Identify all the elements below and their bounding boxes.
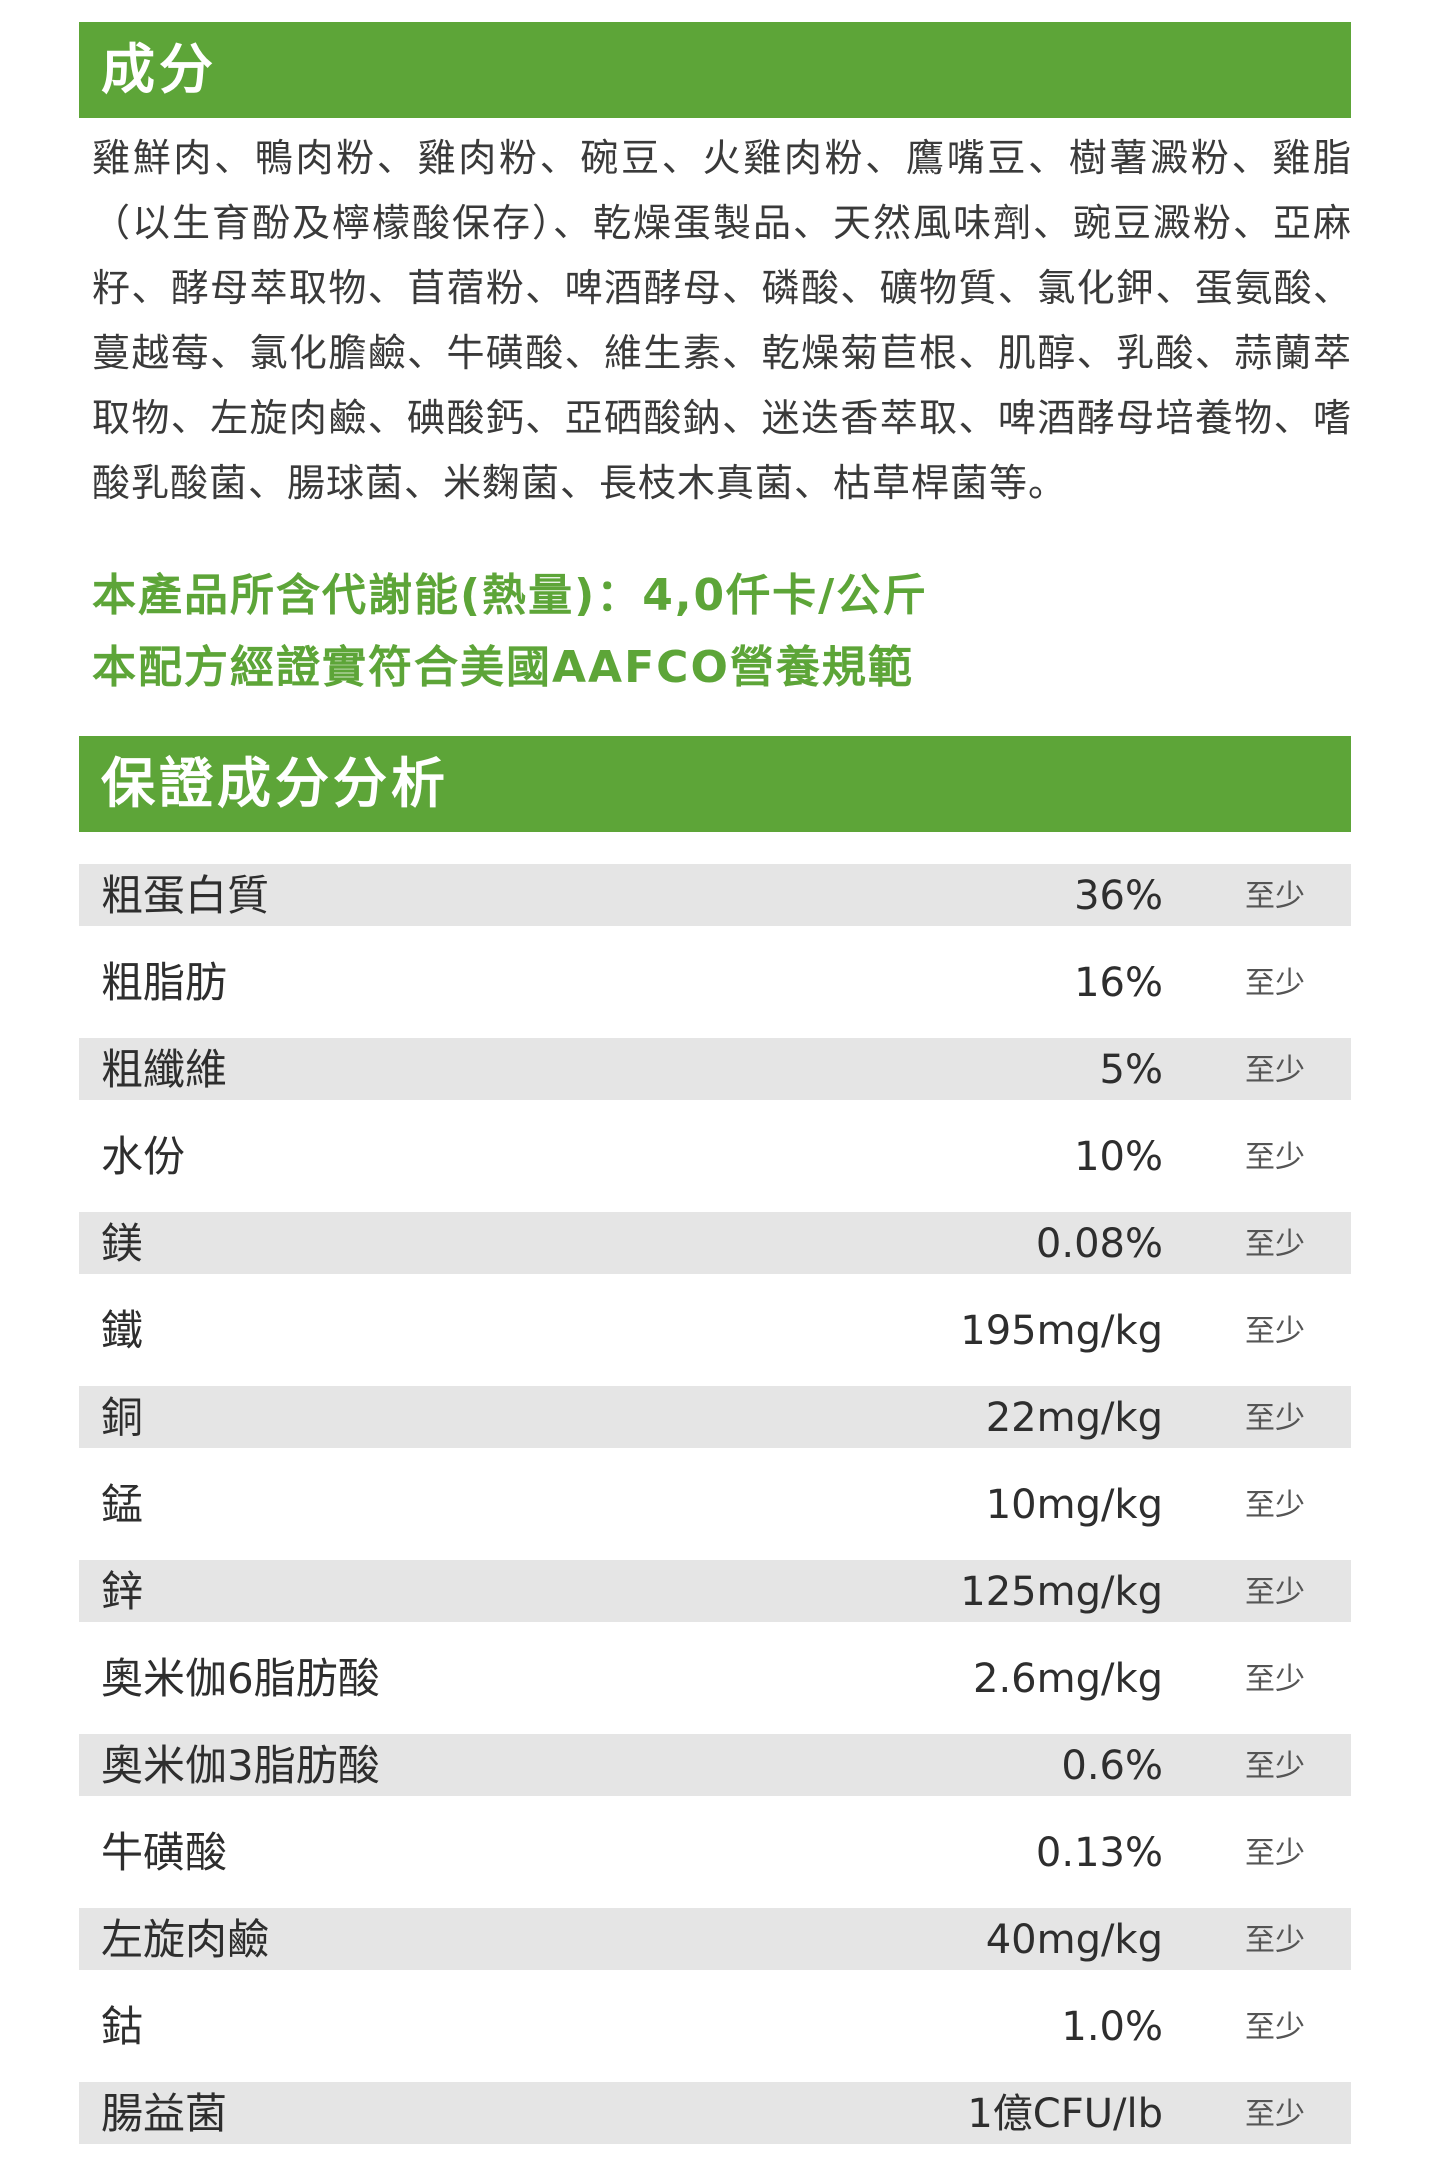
nutrient-name: 鋅 (101, 1567, 144, 1616)
nutrient-qualifier: 至少 (1245, 1140, 1305, 1175)
row-background (79, 1212, 1351, 1274)
nutrient-value: 40mg/kg (985, 1917, 1163, 1963)
table-row: 牛磺酸 0.13% 至少 (79, 1821, 1351, 1908)
nutrient-name: 粗蛋白質 (101, 871, 270, 920)
nutrient-name: 奧米伽3脂肪酸 (101, 1741, 380, 1790)
nutrient-qualifier: 至少 (1245, 879, 1305, 914)
nutrient-qualifier: 至少 (1245, 1923, 1305, 1958)
nutrient-qualifier: 至少 (1245, 2097, 1305, 2132)
table-row: 鈷 1.0% 至少 (79, 1995, 1351, 2082)
aafco-statement: 本配方經證實符合美國AAFCO營養規範 (92, 642, 914, 693)
nutrient-name: 鎂 (101, 1219, 144, 1268)
nutrient-name: 奧米伽6脂肪酸 (101, 1654, 380, 1703)
table-row: 鋅 125mg/kg 至少 (79, 1560, 1351, 1647)
table-row: 粗脂肪 16% 至少 (79, 951, 1351, 1038)
nutrient-value: 125mg/kg (960, 1569, 1163, 1615)
nutrient-qualifier: 至少 (1245, 1575, 1305, 1610)
nutrient-name: 粗纖維 (101, 1045, 228, 1094)
table-row: 粗纖維 5% 至少 (79, 1038, 1351, 1125)
nutrient-name: 粗脂肪 (101, 958, 228, 1007)
nutrient-qualifier: 至少 (1245, 1227, 1305, 1262)
table-row: 銅 22mg/kg 至少 (79, 1386, 1351, 1473)
table-row: 腸益菌 1億CFU/lb 至少 (79, 2082, 1351, 2169)
nutrient-value: 1.0% (1061, 2004, 1163, 2050)
table-row: 鎂 0.08% 至少 (79, 1212, 1351, 1299)
nutrient-value: 0.6% (1061, 1743, 1163, 1789)
nutrient-value: 0.08% (1035, 1221, 1163, 1267)
nutrient-qualifier: 至少 (1245, 1749, 1305, 1784)
nutrient-qualifier: 至少 (1245, 1836, 1305, 1871)
nutrient-name: 腸益菌 (101, 2089, 228, 2138)
nutrient-name: 牛磺酸 (101, 1828, 228, 1877)
ingredients-list-text: 雞鮮肉、鴨肉粉、雞肉粉、碗豆、火雞肉粉、鷹嘴豆、樹薯澱粉、雞脂（以生育酚及檸檬酸… (92, 136, 1352, 505)
table-row: 錳 10mg/kg 至少 (79, 1473, 1351, 1560)
nutrient-qualifier: 至少 (1245, 1314, 1305, 1349)
nutrient-qualifier: 至少 (1245, 1053, 1305, 1088)
nutrient-value: 0.13% (1035, 1830, 1163, 1876)
nutrient-value: 5% (1099, 1047, 1163, 1093)
nutrient-name: 鐵 (101, 1306, 144, 1355)
row-background (79, 1734, 1351, 1796)
row-background (79, 2082, 1351, 2144)
nutrient-name: 左旋肉鹼 (101, 1915, 270, 1964)
nutrient-value: 2.6mg/kg (973, 1656, 1163, 1702)
guaranteed-analysis-table: 粗蛋白質 36% 至少 粗脂肪 16% 至少 粗纖維 5% 至少 水份 10% 至少鎂 0.08% 至少鐵… (79, 864, 1351, 2169)
nutrient-name: 銅 (101, 1393, 144, 1442)
energy-statement: 本產品所含代謝能(熱量)：4,0仟卡/公斤 (92, 570, 929, 621)
row-background (79, 864, 1351, 926)
row-background (79, 1560, 1351, 1622)
nutrient-qualifier: 至少 (1245, 966, 1305, 1001)
nutrient-name: 水份 (101, 1132, 186, 1181)
nutrient-name: 鈷 (101, 2002, 144, 2051)
nutrient-value: 1億CFU/lb (967, 2091, 1163, 2137)
nutrient-value: 22mg/kg (985, 1395, 1163, 1441)
nutrient-value: 16% (1074, 960, 1163, 1006)
nutrient-qualifier: 至少 (1245, 1488, 1305, 1523)
nutrient-qualifier: 至少 (1245, 2010, 1305, 2045)
table-row: 左旋肉鹼 40mg/kg 至少 (79, 1908, 1351, 1995)
nutrient-name: 錳 (101, 1480, 144, 1529)
nutrient-value: 10mg/kg (985, 1482, 1163, 1528)
nutrient-value: 36% (1074, 873, 1163, 919)
nutrient-qualifier: 至少 (1245, 1401, 1305, 1436)
row-background (79, 1908, 1351, 1970)
row-background (79, 1386, 1351, 1448)
table-row: 奧米伽3脂肪酸 0.6% 至少 (79, 1734, 1351, 1821)
guaranteed-analysis-header: 保證成分分析 (79, 736, 1351, 832)
ingredients-header: 成分 (79, 22, 1351, 118)
table-row: 粗蛋白質 36% 至少 (79, 864, 1351, 951)
nutrient-value: 10% (1074, 1134, 1163, 1180)
nutrient-qualifier: 至少 (1245, 1662, 1305, 1697)
row-background (79, 1038, 1351, 1100)
table-row: 水份 10% 至少 (79, 1125, 1351, 1212)
highlight-block: 本產品所含代謝能(熱量)：4,0仟卡/公斤 本配方經證實符合美國AAFCO營養規… (92, 560, 1352, 704)
table-row: 鐵 195mg/kg 至少 (79, 1299, 1351, 1386)
nutrient-value: 195mg/kg (960, 1308, 1163, 1354)
table-row: 奧米伽6脂肪酸 2.6mg/kg 至少 (79, 1647, 1351, 1734)
